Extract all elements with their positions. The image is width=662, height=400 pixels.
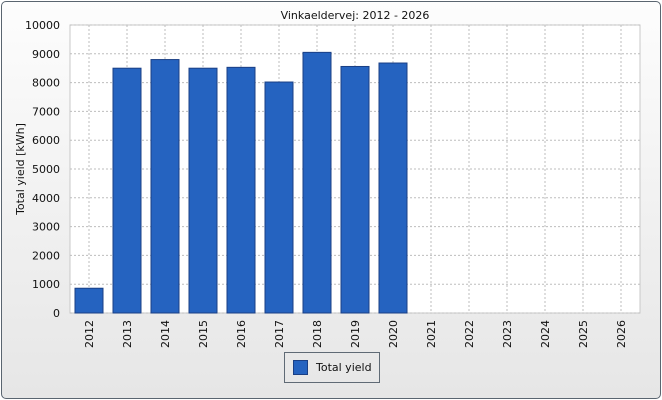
bar-2019 xyxy=(340,65,370,314)
x-tick-label: 2023 xyxy=(501,320,514,348)
x-tick-label: 2019 xyxy=(349,320,362,348)
y-tick-label: 8000 xyxy=(32,77,60,90)
bar-2020 xyxy=(378,62,408,314)
y-tick-label: 1000 xyxy=(32,278,60,291)
x-tick-label: 2017 xyxy=(273,320,286,348)
y-tick-label: 0 xyxy=(53,307,60,320)
x-tick-label: 2024 xyxy=(539,320,552,348)
bar-2014 xyxy=(150,59,180,314)
y-axis-label: Total yield [kWh] xyxy=(14,123,27,216)
y-tick-label: 6000 xyxy=(32,134,60,147)
x-tick-label: 2021 xyxy=(425,320,438,348)
x-tick-label: 2020 xyxy=(387,320,400,348)
x-tick-label: 2012 xyxy=(83,320,96,348)
x-tick-label: 2014 xyxy=(159,320,172,348)
y-tick-label: 10000 xyxy=(25,19,60,32)
bar-2012 xyxy=(74,287,104,314)
x-tick-label: 2013 xyxy=(121,320,134,348)
x-tick-label: 2026 xyxy=(615,320,628,348)
bar-2013 xyxy=(112,67,142,314)
legend: Total yield xyxy=(284,352,380,383)
bar-2016 xyxy=(226,66,256,314)
x-tick-label: 2022 xyxy=(463,320,476,348)
y-tick-label: 7000 xyxy=(32,105,60,118)
y-tick-label: 5000 xyxy=(32,163,60,176)
x-tick-label: 2025 xyxy=(577,320,590,348)
legend-swatch xyxy=(293,360,308,375)
y-tick-label: 4000 xyxy=(32,192,60,205)
bar-2017 xyxy=(264,81,294,314)
x-tick-label: 2016 xyxy=(235,320,248,348)
legend-label: Total yield xyxy=(316,361,372,374)
bar-2015 xyxy=(188,67,218,314)
y-tick-label: 9000 xyxy=(32,48,60,61)
x-tick-label: 2015 xyxy=(197,320,210,348)
bar-2018 xyxy=(302,51,332,314)
x-tick-label: 2018 xyxy=(311,320,324,348)
chart-title: Vinkaeldervej: 2012 - 2026 xyxy=(281,9,430,22)
y-tick-label: 3000 xyxy=(32,221,60,234)
y-tick-label: 2000 xyxy=(32,249,60,262)
